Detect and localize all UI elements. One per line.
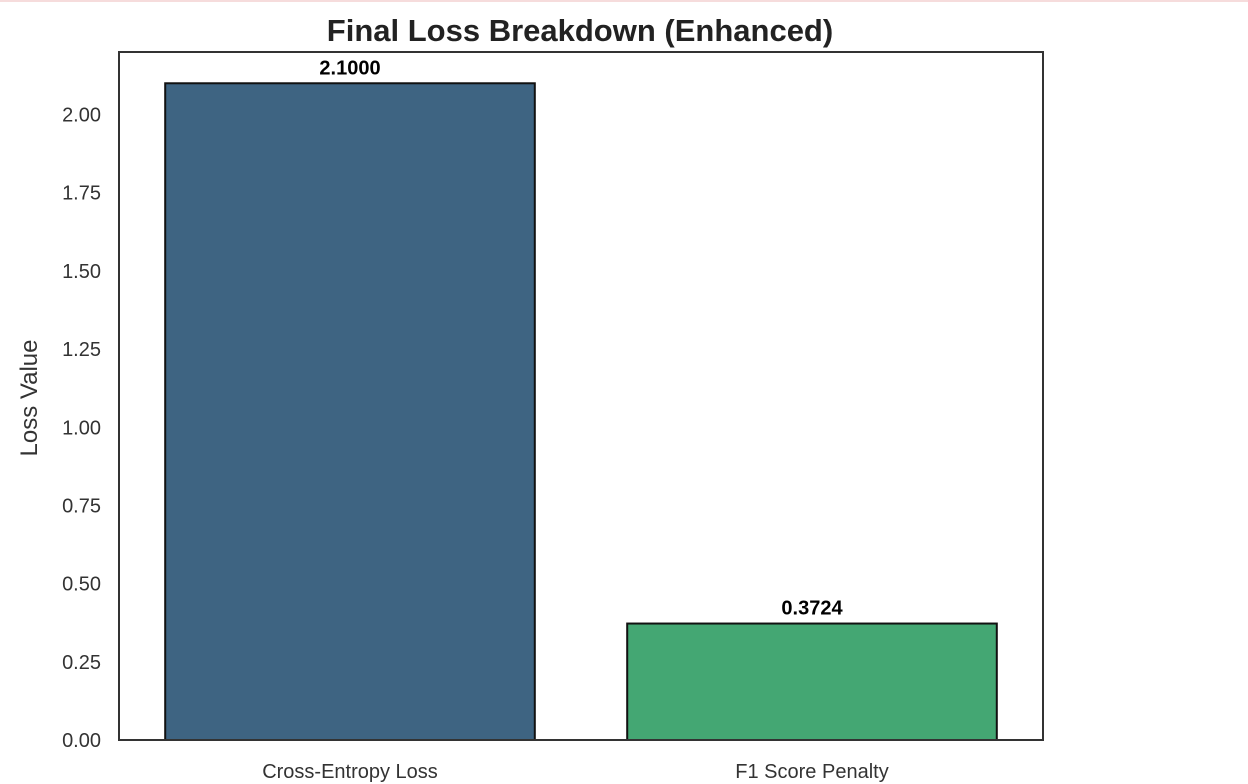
y-tick-label: 0.00 — [62, 730, 101, 752]
y-tick-label: 0.25 — [62, 652, 101, 674]
x-axis-ticks: Cross-Entropy Loss F1 Score Penalty — [262, 761, 889, 783]
data-labels: 2.1000 0.3724 — [319, 57, 843, 619]
bar — [164, 82, 536, 742]
y-tick-label: 2.00 — [62, 105, 101, 127]
y-tick-label: 1.50 — [62, 261, 101, 283]
bars — [164, 82, 998, 742]
y-tick-label: 1.00 — [62, 417, 101, 439]
plot-frame — [118, 51, 1044, 741]
top-rule — [0, 0, 1248, 2]
bar-value-label: 2.1000 — [319, 57, 380, 79]
y-tick-label: 0.50 — [62, 574, 101, 596]
y-tick-label: 1.25 — [62, 339, 101, 361]
bar-value-label: 0.3724 — [781, 598, 843, 620]
y-axis-label: Loss Value — [16, 340, 43, 457]
y-tick-label: 1.75 — [62, 183, 101, 205]
x-tick-label: Cross-Entropy Loss — [262, 761, 438, 783]
y-tick-label: 0.75 — [62, 495, 101, 517]
y-axis-ticks: 0.00 0.25 0.50 0.75 1.00 1.25 1.50 1.75 2.00 — [62, 105, 101, 752]
x-tick-label: F1 Score Penalty — [735, 761, 888, 783]
chart-title: Final Loss Breakdown (Enhanced) — [327, 13, 833, 48]
bar — [626, 622, 998, 741]
